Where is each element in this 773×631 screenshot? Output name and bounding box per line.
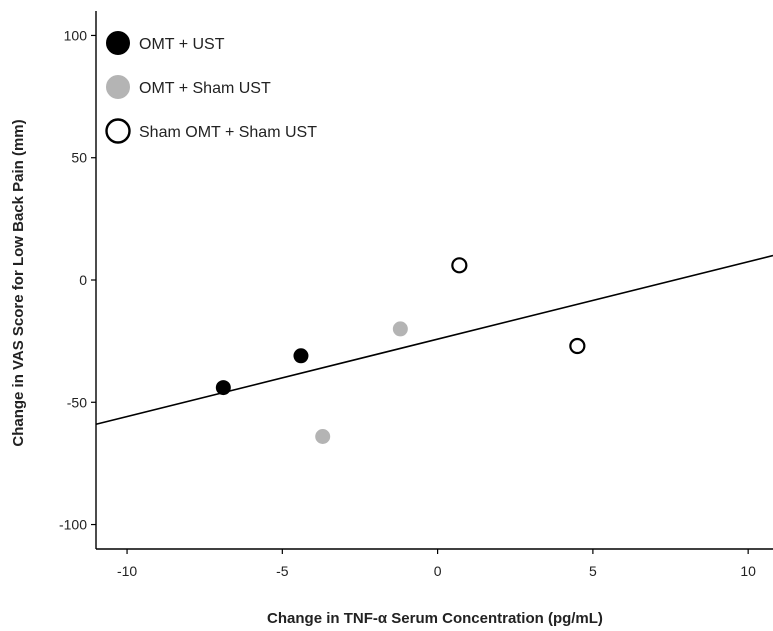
data-point	[451, 257, 468, 274]
y-axis-title: Change in VAS Score for Low Back Pain (m…	[10, 119, 27, 446]
data-point	[215, 380, 231, 396]
legend-marker	[105, 118, 131, 144]
x-tick-label: -10	[117, 563, 137, 579]
legend-marker	[106, 75, 130, 99]
y-tick-label: 100	[64, 27, 88, 43]
data-point	[315, 429, 331, 445]
x-axis-title: Change in TNF-α Serum Concentration (pg/…	[267, 610, 603, 627]
legend-label: Sham OMT + Sham UST	[139, 124, 317, 141]
y-tick-label: 50	[71, 150, 87, 166]
y-tick-label: 0	[79, 272, 87, 288]
y-tick-label: -50	[67, 394, 87, 410]
data-point	[293, 348, 309, 364]
data-point	[392, 321, 408, 337]
legend: OMT + UST OMT + Sham UST Sham OMT + Sham U…	[105, 31, 317, 144]
fit-line-group	[95, 254, 773, 426]
y-tick-label: -100	[59, 517, 87, 533]
x-tick-label: -5	[276, 563, 289, 579]
x-tick-label: 5	[589, 563, 597, 579]
data-point	[569, 337, 586, 355]
x-tick-label: 0	[434, 563, 442, 579]
data-points	[215, 257, 586, 445]
x-tick-label: 10	[740, 563, 756, 579]
legend-label: OMT + Sham UST	[139, 80, 271, 97]
legend-label: OMT + UST	[139, 36, 225, 53]
fit-line	[95, 254, 773, 426]
legend-marker	[106, 31, 130, 55]
